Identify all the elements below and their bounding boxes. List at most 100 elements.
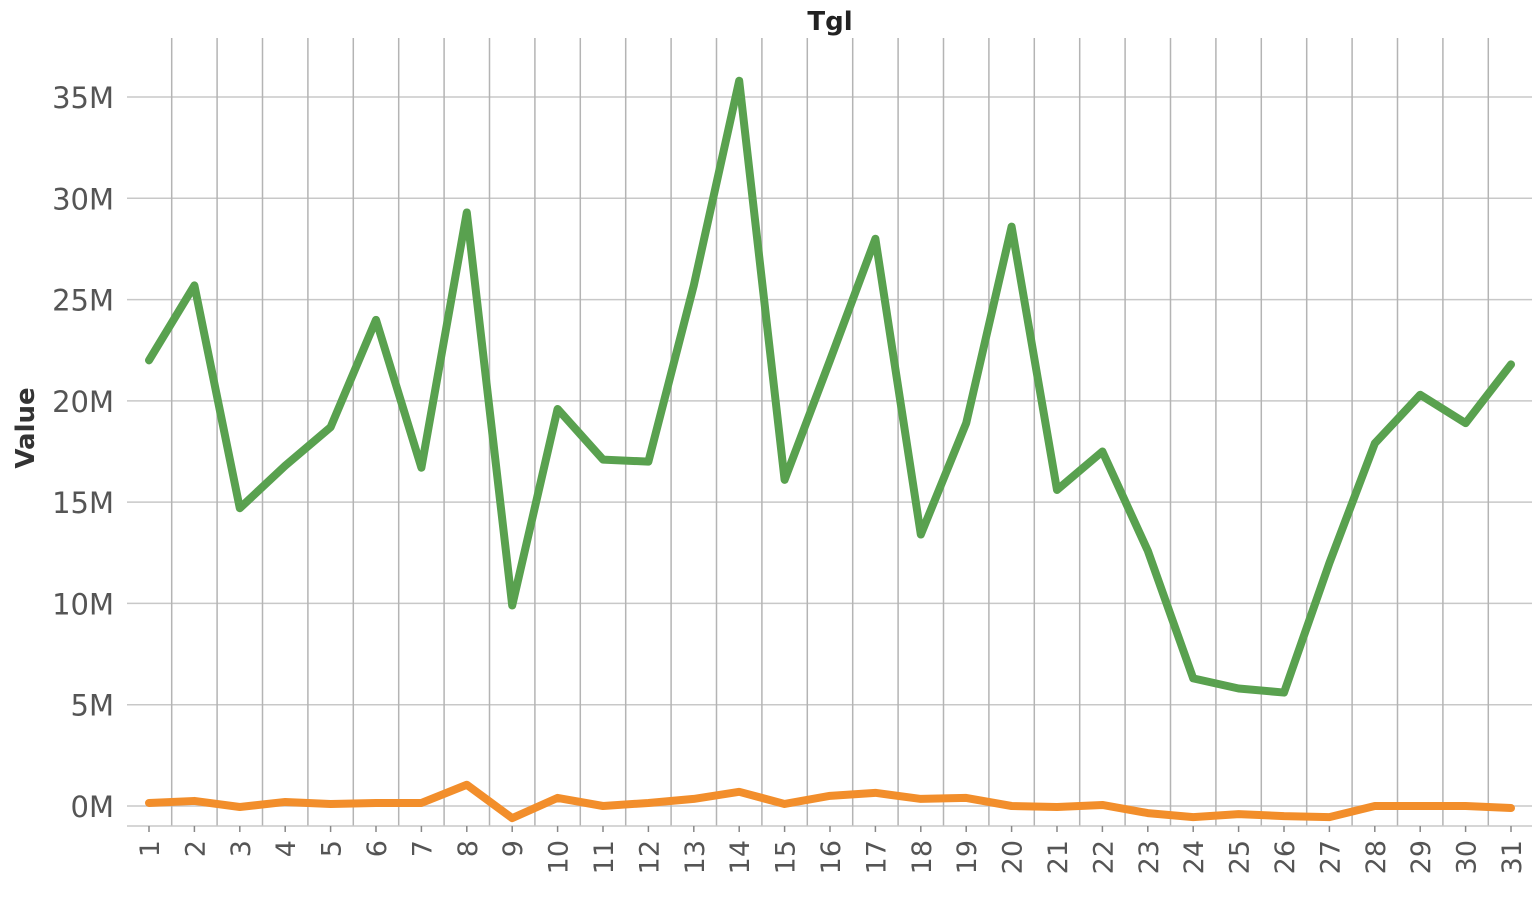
y-tick-label: 25M [52,284,114,318]
series-1-point [327,423,335,431]
y-axis-label: Value [11,387,41,468]
x-tick-label: 13 [680,840,711,874]
series-2-point [417,799,425,807]
y-tick-label: 15M [52,486,114,520]
series-1-point [1053,486,1061,494]
x-tick-label: 12 [634,840,665,874]
series-2-point [735,788,743,796]
series-2-point [554,794,562,802]
series-1-point [1280,689,1288,697]
series-1-point [281,462,289,470]
series-1-point [826,356,834,364]
series-2-point [1189,813,1197,821]
x-tick-label: 14 [725,840,756,874]
x-tick-label: 4 [271,840,302,857]
series-2-point [599,802,607,810]
series-2-point [1235,810,1243,818]
x-tick-label: 29 [1406,840,1437,874]
x-tick-label: 22 [1088,840,1119,874]
series-1-point [145,356,153,364]
y-tick-label: 35M [52,81,114,115]
series-1-point [599,456,607,464]
x-tick-label: 31 [1497,840,1528,874]
series-2-point [1462,802,1470,810]
series-2-point [917,795,925,803]
series-1-point [1507,360,1515,368]
series-2-point [372,799,380,807]
x-tick-label: 20 [998,840,1029,874]
y-tick-label: 30M [52,182,114,216]
series-1-point [190,281,198,289]
series-1-point [463,208,471,216]
chart-title: Tgl [807,7,852,37]
x-tick-label: 2 [180,840,211,857]
x-tick-label: 3 [226,840,257,857]
x-tick-label: 15 [771,840,802,874]
series-1-point [690,281,698,289]
x-tick-label: 7 [407,840,438,857]
series-1-point [372,316,380,324]
series-1-point [1189,674,1197,682]
series-2-point [1507,804,1515,812]
x-tick-label: 24 [1179,840,1210,874]
series-1-point [735,77,743,85]
x-tick-label: 19 [952,840,983,874]
x-tick-label: 5 [317,840,348,857]
x-tick-label: 10 [544,840,575,874]
series-1-point [554,405,562,413]
series-1-point [962,419,970,427]
series-2-point [1325,813,1333,821]
series-1-point [1235,685,1243,693]
series-2-point [1098,801,1106,809]
series-2-point [690,795,698,803]
series-1-point [1371,439,1379,447]
x-tick-label: 30 [1452,840,1483,874]
series-1-point [417,464,425,472]
x-tick-label: 23 [1134,840,1165,874]
series-1-point [1008,223,1016,231]
x-tick-label: 6 [362,840,393,857]
x-tick-label: 9 [498,840,529,857]
x-tick-label: 17 [861,840,892,874]
grid [127,38,1532,826]
series-2-point [463,781,471,789]
series-2-point [145,799,153,807]
series-2-point [1416,802,1424,810]
series-1-point [1462,419,1470,427]
series-1-point [1416,391,1424,399]
series-1-point [1098,448,1106,455]
series-lines [145,76,1515,823]
x-tick-label: 18 [907,840,938,874]
series-1-point [236,504,244,512]
series-2-point [644,799,652,807]
series-1-point [781,476,789,484]
series-2-point [190,797,198,805]
x-tick-label: 11 [589,840,620,874]
series-1-point [871,235,879,243]
x-tick-label: 28 [1361,840,1392,874]
x-tick-label: 1 [135,840,166,857]
series-2-point [781,800,789,808]
series-2-point [1008,802,1016,810]
series-1-point [508,601,516,609]
x-tick-label: 27 [1315,840,1346,874]
series-2-point [1053,803,1061,811]
series-2-point [508,814,516,822]
y-tick-label: 20M [52,385,114,419]
series-1-point [917,531,925,539]
series-2-point [1144,809,1152,817]
series-2-point [281,798,289,806]
y-tick-label: 0M [71,790,114,824]
x-tick-label: 21 [1043,840,1074,874]
series-2-point [1280,812,1288,820]
series-2-point [871,789,879,797]
series-2-point [826,792,834,800]
y-tick-label: 10M [52,587,114,621]
y-tick-label: 5M [71,689,114,723]
series-1-point [644,458,652,466]
series-1-point [1144,547,1152,555]
x-tick-label: 26 [1270,840,1301,874]
